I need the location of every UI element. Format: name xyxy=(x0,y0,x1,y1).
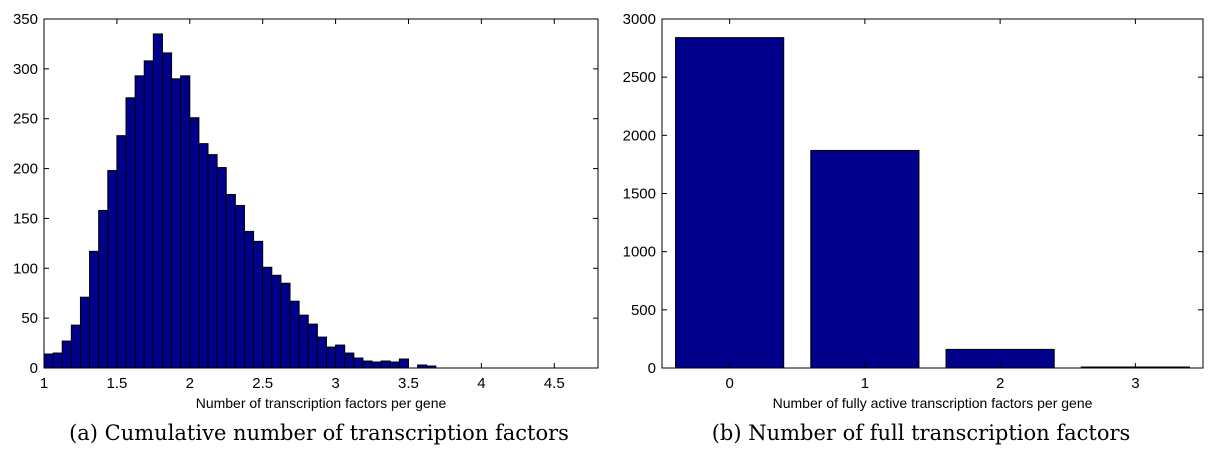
bar-0 xyxy=(675,37,785,369)
x-tick-label: 3 xyxy=(1131,375,1139,392)
x-axis-label: Number of transcription factors per gene xyxy=(196,395,447,411)
histogram-bar xyxy=(280,282,291,369)
y-tick-label: 0 xyxy=(30,360,38,377)
y-tick-label: 2500 xyxy=(623,69,656,86)
histogram-bar xyxy=(98,209,109,369)
histogram-bar xyxy=(371,361,382,369)
histogram-bar xyxy=(398,358,409,369)
y-tick-label: 350 xyxy=(13,11,38,28)
y-tick-label: 1000 xyxy=(623,244,656,261)
caption-a: (a) Cumulative number of transcription f… xyxy=(69,421,569,445)
y-tick-label: 500 xyxy=(631,302,656,319)
histogram-bar xyxy=(61,340,72,369)
histogram-bar xyxy=(262,266,273,369)
y-tick-label: 3000 xyxy=(623,11,656,28)
histogram-bar xyxy=(125,97,136,369)
histogram-bar xyxy=(253,240,264,369)
histogram-bar xyxy=(189,117,200,369)
caption-b: (b) Number of full transcription factors xyxy=(711,421,1131,445)
histogram-bar xyxy=(325,346,337,369)
histogram-bar xyxy=(116,135,127,369)
x-tick-label: 4 xyxy=(477,375,485,392)
histogram-bar xyxy=(271,274,282,369)
y-tick-label: 150 xyxy=(13,210,38,227)
x-tick-label: 2 xyxy=(186,375,194,392)
histogram-bar xyxy=(344,352,355,369)
y-tick-label: 1500 xyxy=(623,186,656,203)
chart-full-tf: 0 500 1000 1500 2000 2500 3000 Number of fully … xyxy=(623,11,1204,411)
plot-frame xyxy=(43,18,599,369)
x-tick-label: 0 xyxy=(725,375,733,392)
x-tick-label: 3 xyxy=(331,375,339,392)
y-tick-label: 250 xyxy=(13,111,38,128)
y-tick-label: 0 xyxy=(648,360,656,377)
histogram-bar xyxy=(225,193,236,369)
x-tick-label: 3.5 xyxy=(398,375,419,392)
y-tick-label: 300 xyxy=(13,61,38,78)
histogram-bar xyxy=(52,352,63,369)
x-tick-label: 2 xyxy=(996,375,1004,392)
x-tick-label: 1.5 xyxy=(106,375,127,392)
histogram-bar xyxy=(243,230,255,369)
histogram-bar xyxy=(107,170,118,369)
histogram-bar xyxy=(70,324,81,369)
x-axis-label: Number of fully active transcription fac… xyxy=(773,395,1093,411)
histogram-bar xyxy=(171,78,182,369)
histogram-bar xyxy=(216,167,227,369)
bar-1 xyxy=(810,149,920,369)
y-tick-label: 2000 xyxy=(623,127,656,144)
x-tick-label: 2.5 xyxy=(252,375,273,392)
x-tick-label: 4.5 xyxy=(544,375,565,392)
histogram-bar xyxy=(307,323,318,369)
histogram-bar xyxy=(380,360,391,369)
histogram-bar xyxy=(79,296,91,369)
histogram-bar xyxy=(152,33,163,369)
histogram-bar xyxy=(389,361,400,369)
histogram-bar xyxy=(143,60,154,369)
histogram-bar xyxy=(43,353,54,369)
histogram-bar xyxy=(353,357,364,369)
y-tick-label: 50 xyxy=(21,310,38,327)
histogram-bar xyxy=(89,250,100,369)
histogram-bar xyxy=(316,336,327,369)
x-tick-label: 1 xyxy=(40,375,48,392)
histogram-bar xyxy=(362,360,373,369)
histogram-bar xyxy=(198,143,209,369)
histogram-bar xyxy=(289,300,300,369)
histogram-bar xyxy=(134,75,145,369)
x-tick-label: 1 xyxy=(861,375,869,392)
histogram-bar xyxy=(207,154,218,369)
histogram-bar xyxy=(335,344,346,369)
histogram-bar xyxy=(298,314,309,369)
y-tick-label: 200 xyxy=(13,161,38,178)
histogram-bar xyxy=(180,75,191,369)
histogram-bar xyxy=(234,204,245,369)
y-tick-label: 100 xyxy=(13,260,38,277)
histogram-bar xyxy=(161,52,173,369)
chart-cumulative-tf: 0 50 100 150 200 250 300 350 Number of transcrip… xyxy=(13,11,599,411)
